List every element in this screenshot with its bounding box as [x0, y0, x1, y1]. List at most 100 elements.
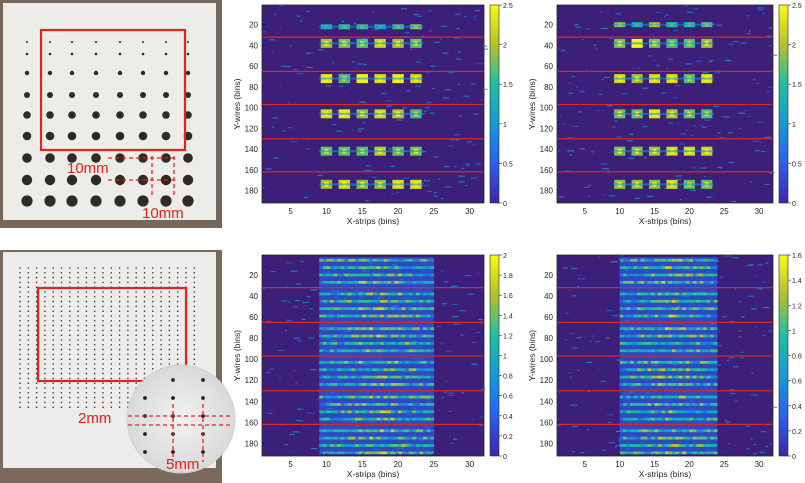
noise-bin [668, 58, 674, 60]
stripe-bin [647, 368, 652, 372]
stripe-bin [626, 299, 631, 303]
stripe-bin [637, 280, 641, 284]
noise-bin [292, 431, 300, 433]
noise-bin [594, 341, 601, 343]
stripe-bin [362, 368, 367, 372]
stripe-bin [408, 417, 413, 421]
stripe-bin [351, 436, 356, 440]
noise-bin [759, 141, 762, 144]
stripe-bin [696, 436, 701, 440]
fine-hole [110, 272, 113, 274]
colorbar-tick-label: 0.6 [792, 379, 802, 386]
stripe-bin [689, 436, 694, 440]
stripe-bin [675, 266, 680, 270]
fine-hole [118, 401, 121, 404]
stripe-bin [390, 299, 395, 303]
noise-bin [558, 196, 564, 198]
stripe-bin [419, 375, 424, 379]
noise-bin [458, 115, 463, 117]
stripe-bin [344, 436, 349, 440]
fine-hole [118, 406, 121, 409]
stripe-bin [706, 307, 711, 311]
stripe-bin [651, 429, 655, 433]
stripe-bin [390, 403, 395, 406]
stripe-bin [626, 334, 631, 338]
noise-bin [453, 134, 461, 136]
stripe-bin [685, 280, 690, 284]
stripe-bin [394, 349, 399, 353]
fine-hole [69, 392, 71, 394]
hole [26, 41, 28, 43]
stripe-bin [668, 368, 673, 372]
stripe-bin [319, 292, 324, 296]
zoom-hole [201, 396, 205, 400]
stripe-bin [412, 334, 417, 338]
stripe-bin [383, 375, 388, 379]
noise-bin [442, 303, 447, 305]
stripe-bin [415, 403, 420, 406]
stripe-bin [699, 451, 704, 455]
stripe-bin [344, 280, 349, 284]
fine-hole [85, 320, 88, 322]
noise-bin [274, 13, 276, 15]
stripe-bin [398, 383, 402, 386]
stripe-bin [682, 349, 687, 353]
noise-bin [771, 406, 778, 409]
stripe-bin [710, 395, 715, 399]
noise-bin [748, 263, 754, 266]
fine-hole [52, 387, 54, 389]
stripe-bin [678, 314, 683, 318]
stripe-bin [380, 334, 385, 338]
noise-bin [466, 164, 469, 167]
stripe-bin [426, 444, 431, 447]
noise-bin [465, 163, 471, 165]
colorbar-tick-label: 0.5 [792, 161, 802, 168]
stripe-bin [654, 383, 659, 386]
stripe-bin [661, 383, 666, 386]
stripe-bin [362, 280, 367, 284]
noise-bin [332, 123, 337, 126]
y-tick-label: 120 [245, 376, 259, 385]
stripe-bin [380, 451, 385, 455]
fine-hole [60, 348, 63, 351]
stripe-bin [675, 410, 680, 414]
stripe-bin [654, 327, 659, 331]
stripe-bin [376, 410, 381, 414]
stripe-bin [685, 314, 690, 318]
fine-hole [60, 291, 63, 293]
stripe-bin [703, 436, 708, 440]
noise-bin [598, 256, 601, 258]
stripe-bin [362, 314, 367, 318]
noise-bin [704, 175, 707, 178]
stripe-bin [319, 429, 324, 433]
noise-bin [588, 390, 591, 393]
fine-hole [193, 305, 196, 308]
stripe-bin [430, 327, 435, 331]
stripe-bin [668, 307, 673, 311]
stripe-bin [706, 451, 711, 455]
fine-hole [176, 339, 179, 341]
stripe-bin [401, 444, 406, 447]
fine-hole [168, 339, 171, 341]
fine-hole [168, 281, 171, 284]
stripe-bin [322, 375, 327, 379]
noise-bin [306, 10, 310, 13]
stripe-bin [326, 429, 331, 433]
stripe-bin [626, 327, 631, 331]
stripe-bin [344, 299, 349, 303]
noise-bin [280, 65, 286, 67]
y-tick-label: 120 [245, 124, 259, 133]
stripe-bin [405, 383, 410, 386]
stripe-bin [362, 266, 367, 270]
stripe-bin [710, 451, 715, 455]
noise-bin [673, 29, 678, 32]
noise-bin [434, 41, 441, 43]
stripe-bin [626, 280, 631, 284]
stripe-bin [640, 314, 645, 318]
stripe-bin [419, 436, 424, 440]
stripe-bin [706, 258, 711, 262]
stripe-bin [668, 395, 673, 399]
stripe-bin [390, 327, 395, 331]
stripe-bin [644, 436, 648, 440]
fine-hole [152, 281, 154, 284]
